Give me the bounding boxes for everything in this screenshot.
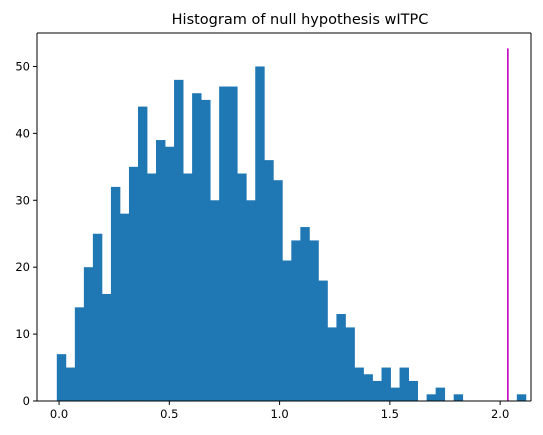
histogram-bar (273, 180, 283, 401)
histogram-bar (309, 240, 319, 401)
x-tick-label: 1.0 (270, 407, 288, 421)
histogram-bar (264, 160, 274, 401)
histogram-bar (119, 213, 130, 401)
x-axis-ticks: 0.0 0.5 1.0 1.5 2.0 (50, 401, 509, 421)
y-tick-label: 20 (15, 260, 30, 274)
histogram-bar (165, 146, 175, 401)
histogram-bar (399, 367, 409, 401)
histogram-bar (453, 394, 464, 401)
histogram-bar (128, 166, 139, 401)
x-tick-label: 0.5 (160, 407, 178, 421)
histogram-bar (201, 99, 211, 401)
histogram-bar (282, 260, 292, 401)
histogram-bar (408, 380, 418, 401)
histogram-bar (74, 307, 85, 401)
histogram-bars (56, 66, 527, 402)
histogram-bar (363, 374, 373, 401)
y-axis-ticks: 0 10 20 30 40 50 (15, 59, 37, 408)
histogram-bar (426, 394, 437, 401)
histogram-bar (390, 387, 400, 401)
histogram-bar (372, 380, 382, 401)
histogram-bar (92, 233, 103, 401)
x-tick-label: 1.5 (381, 407, 399, 421)
histogram-bar (318, 280, 328, 401)
histogram-bar (435, 387, 446, 401)
histogram-bar (183, 173, 193, 401)
histogram-bar (56, 354, 67, 401)
histogram-bar (137, 106, 148, 401)
histogram-bar (219, 86, 229, 401)
y-tick-label: 30 (15, 193, 30, 207)
y-tick-label: 50 (15, 59, 30, 73)
histogram-bar (101, 293, 112, 401)
histogram-bar (174, 79, 184, 401)
histogram-bar (516, 394, 527, 401)
x-tick-label: 2.0 (491, 407, 509, 421)
histogram-bar (336, 314, 346, 401)
x-tick-label: 0.0 (50, 407, 68, 421)
histogram-bar (291, 240, 301, 401)
chart-title: Histogram of null hypothesis wITPC (172, 12, 429, 28)
histogram-bar (327, 327, 337, 401)
histogram-bar (246, 200, 256, 401)
histogram-bar (255, 66, 265, 401)
histogram-bar (147, 173, 157, 401)
histogram-bar (228, 86, 238, 401)
histogram-bar (300, 227, 310, 401)
histogram-bar (110, 186, 121, 401)
histogram-bar (381, 367, 391, 401)
histogram-bar (345, 327, 355, 401)
histogram-bar (156, 140, 166, 402)
axes (36, 32, 532, 402)
y-tick-label: 40 (15, 126, 30, 140)
histogram-bar (192, 93, 202, 401)
histogram-bar (237, 173, 247, 401)
histogram-bar (83, 267, 94, 401)
y-tick-label: 10 (15, 327, 30, 341)
histogram-bar (65, 367, 76, 401)
histogram-bar (210, 200, 220, 401)
y-tick-label: 0 (23, 394, 30, 408)
histogram-bar (354, 367, 364, 401)
